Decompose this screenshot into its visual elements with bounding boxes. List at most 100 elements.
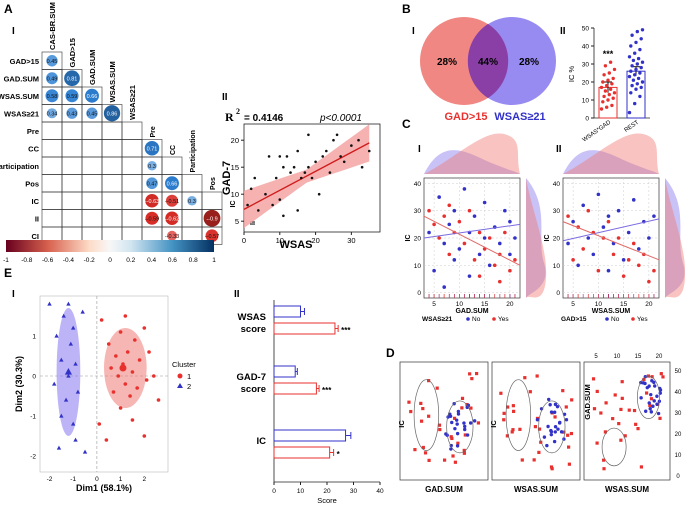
legend-label-yes: Yes [498,316,509,323]
data-point-no [606,268,611,273]
data-point-no [606,214,611,218]
data-point [630,83,634,88]
d-point-blue [658,388,663,392]
d-point-blue [549,432,554,437]
data-point-no [596,192,601,197]
d-point-red [550,467,554,471]
d-ellipse [636,375,661,419]
d-point-red [437,423,442,427]
cluster-1-point [118,330,123,334]
data-point [639,65,643,70]
d-point-blue [644,409,648,413]
d-point-red [510,430,514,434]
cluster-1-point [116,374,121,378]
colorbar-tick-label: 0.4 [147,257,156,264]
data-point [639,37,643,41]
data-point [278,198,282,201]
venn-diagram: 28% 44% 28% GAD>15 WSAS≥21 [420,17,556,123]
c2-scatter-plot: 5 10 15 20 0 10 20 30 40 WSAS.SUM IC GAD>15 No Yes [544,133,685,323]
d-x-axis-label: GAD.SUM [425,485,463,494]
data-point-no [437,195,441,199]
cluster-2-point [66,373,71,378]
cluster-2-point [54,333,59,338]
data-point [317,192,321,196]
data-point-yes [427,208,431,213]
data-point [638,71,642,75]
data-point-no [513,236,517,240]
category-label: WSAS*GAD [582,119,613,143]
cluster-1-point [130,370,135,374]
data-point-no [601,225,606,229]
data-point [367,149,371,153]
d-x-axis-label: WSAS.SUM [514,485,558,494]
data-point [339,155,342,158]
heatmap-cell [101,121,123,140]
heatmap-cell [121,121,143,140]
correlation-circle [147,160,157,171]
e1-frame [39,295,169,473]
heatmap-cell [41,174,63,193]
d-point-blue [468,421,473,425]
heatmap-row-label: IC [32,197,40,206]
d-point-red [518,427,522,431]
x-tick-label: 5 [432,301,436,308]
heatmap-diag-label: Pre [150,126,157,137]
d-plot-frame [583,361,671,481]
d-point-blue [455,431,460,436]
d-point-red [476,421,481,425]
colorbar-tick-label: -0.6 [42,257,54,264]
d-point-blue [650,379,654,383]
y-tick-label: 30 [414,208,422,215]
right-density-blue [665,178,685,298]
d-point-blue [549,410,554,414]
legend-label-no: No [472,316,481,323]
data-point-no [586,236,591,240]
d-point-red [658,416,662,420]
cluster-1-point [111,390,116,394]
sub-label-a-ii: II [222,92,228,103]
data-point-no [442,285,447,289]
x-tick-label: 0 [272,488,276,495]
data-point [634,67,638,72]
d-point-red [535,374,539,378]
d-top-tick-label: 10 [614,354,621,360]
data-point [607,92,611,97]
heatmap-cell [61,209,83,228]
d-point-red [564,405,568,409]
data-point-no [591,252,596,257]
d-point-red [602,467,606,471]
correlation-circle [46,55,58,67]
heatmap-cell [41,121,63,140]
ic-percent-bar-chart: 0 10 20 30 40 50 IC % WSAS*GAD REST *** [567,26,650,144]
colorbar-tick-label: -0.8 [21,257,33,264]
data-point [606,98,610,102]
heatmap-cell [101,174,123,193]
data-point-no [457,247,462,251]
data-point-yes [621,274,626,278]
y-tick-label: 0 [556,290,560,297]
cluster-1-point [135,386,139,390]
d-point-blue [553,430,557,434]
heatmap-cell [121,174,143,193]
data-point [285,155,289,158]
heatmap-cell [121,139,143,158]
correlation-value: 0.66 [167,181,178,187]
data-point [608,87,613,91]
d-point-red [595,441,599,445]
d-point-blue [652,399,656,403]
x-axis-label: WSAS.SUM [592,308,631,315]
x-tick-label: 10 [595,301,603,308]
d-point-blue [552,439,557,444]
d-point-red [505,434,509,438]
r2-label: R [225,110,234,124]
d-point-red [639,465,644,469]
d-point-red [502,418,506,422]
d-point-red [463,433,467,437]
correlation-circle [65,89,79,103]
cluster-1-point [99,318,104,322]
heatmap-cell [81,121,103,140]
colorbar-tick-label: 0 [108,257,112,264]
cluster-1-point [128,394,132,398]
data-point-yes [467,208,472,213]
correlation-value: --0.59 [145,216,159,222]
